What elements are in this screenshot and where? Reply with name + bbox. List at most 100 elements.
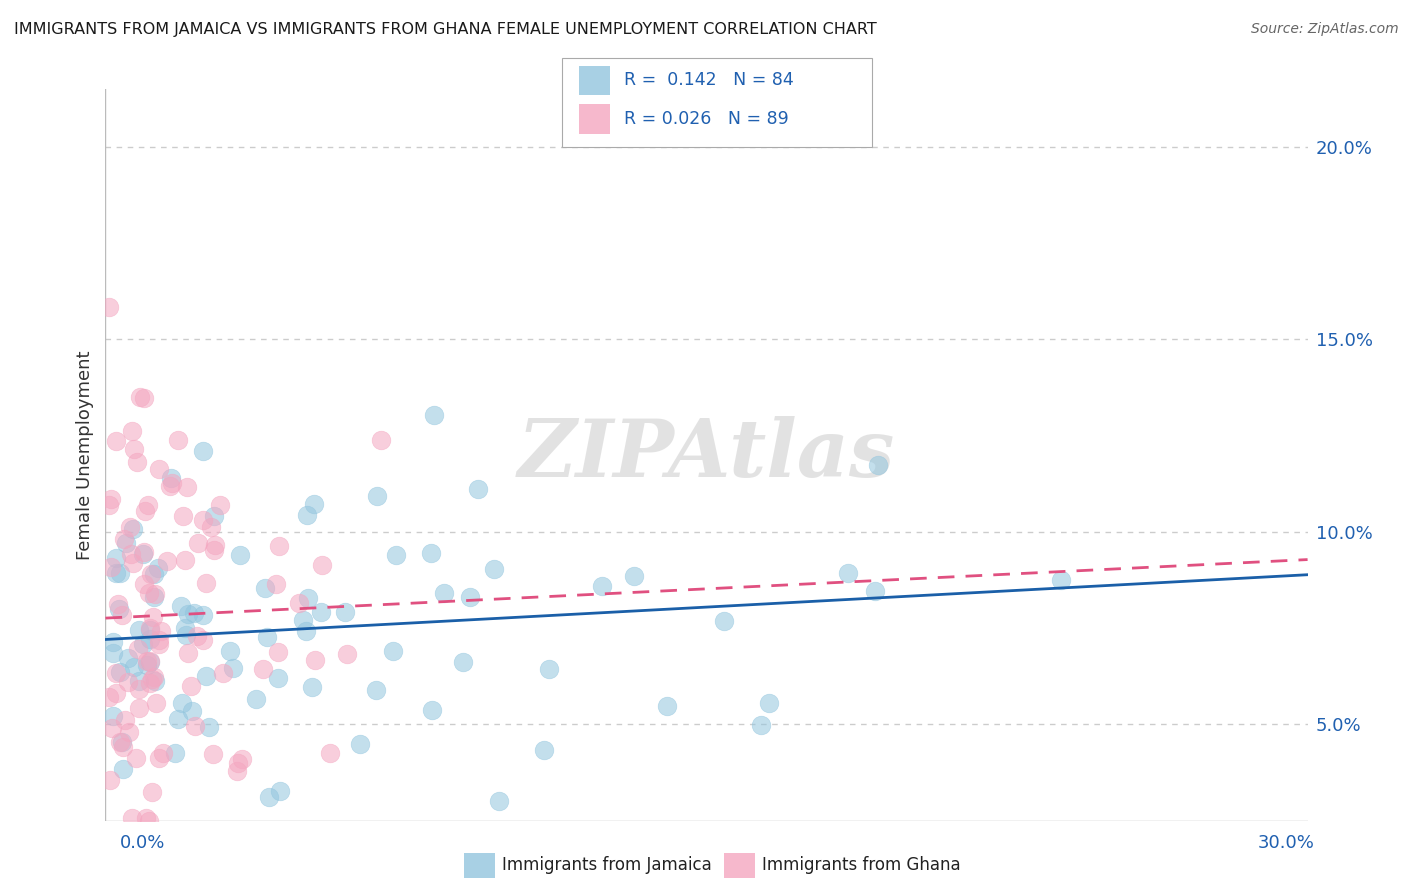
Point <box>349 737 371 751</box>
Point <box>225 764 247 779</box>
Point <box>204 537 226 551</box>
Point <box>863 584 886 599</box>
Point <box>121 556 143 570</box>
Point <box>145 696 167 710</box>
Point <box>191 632 214 647</box>
Point <box>177 646 200 660</box>
Point <box>384 548 406 562</box>
Point <box>111 739 134 754</box>
Point <box>139 656 162 670</box>
Point <box>366 488 388 502</box>
Point <box>103 709 125 723</box>
Point <box>311 558 333 573</box>
Point <box>148 751 170 765</box>
Point <box>222 661 245 675</box>
Point <box>212 665 235 680</box>
Point <box>187 535 209 549</box>
Point <box>100 492 122 507</box>
Point <box>98 498 121 512</box>
Point <box>209 498 232 512</box>
Point <box>112 532 135 546</box>
Point <box>103 635 125 649</box>
Point <box>104 685 127 699</box>
Point <box>139 676 162 690</box>
Point <box>201 747 224 761</box>
Point <box>121 424 143 438</box>
Point <box>167 433 190 447</box>
Point <box>121 811 143 825</box>
Point <box>118 725 141 739</box>
Point <box>266 576 288 591</box>
Point <box>139 632 162 647</box>
Point <box>142 567 165 582</box>
Point <box>176 480 198 494</box>
Point <box>301 680 323 694</box>
Point <box>104 551 127 566</box>
Point <box>267 539 290 553</box>
Point <box>458 591 481 605</box>
Point <box>259 790 281 805</box>
Point <box>537 662 560 676</box>
Point <box>420 703 443 717</box>
Point <box>127 641 149 656</box>
Point <box>104 666 127 681</box>
Point <box>160 476 183 491</box>
Point <box>177 607 200 621</box>
Point <box>181 704 204 718</box>
Point <box>125 751 148 765</box>
Point <box>125 455 148 469</box>
Point <box>136 498 159 512</box>
Point <box>186 629 208 643</box>
Text: Immigrants from Jamaica: Immigrants from Jamaica <box>502 856 711 874</box>
Point <box>200 520 222 534</box>
Point <box>866 458 889 472</box>
Point <box>117 675 139 690</box>
Point <box>107 597 129 611</box>
Point <box>159 479 181 493</box>
Point <box>167 712 190 726</box>
Point <box>111 735 134 749</box>
Point <box>110 665 132 679</box>
Text: R = 0.026   N = 89: R = 0.026 N = 89 <box>624 110 789 128</box>
Point <box>231 752 253 766</box>
Point <box>713 614 735 628</box>
Point <box>135 811 157 825</box>
Point <box>370 434 392 448</box>
Point <box>202 509 225 524</box>
Point <box>256 630 278 644</box>
Point <box>451 655 474 669</box>
Point <box>132 391 155 405</box>
Point <box>364 683 387 698</box>
Point <box>194 576 217 591</box>
Point <box>142 610 165 624</box>
Point <box>591 579 613 593</box>
Point <box>148 633 170 648</box>
Point <box>101 721 124 735</box>
Point <box>1049 573 1071 587</box>
Point <box>103 646 125 660</box>
Point <box>174 621 197 635</box>
Point <box>170 599 193 613</box>
Text: Immigrants from Ghana: Immigrants from Ghana <box>762 856 960 874</box>
Point <box>287 596 309 610</box>
Point <box>623 569 645 583</box>
Point <box>319 747 342 761</box>
Point <box>139 654 162 668</box>
Point <box>128 674 150 689</box>
Point <box>100 560 122 574</box>
Point <box>304 653 326 667</box>
Point <box>108 735 131 749</box>
Point <box>174 628 197 642</box>
Point <box>129 390 152 404</box>
Point <box>309 605 332 619</box>
Point <box>105 434 128 448</box>
Point <box>228 549 250 563</box>
Point <box>132 576 155 591</box>
Point <box>156 554 179 568</box>
Text: Source: ZipAtlas.com: Source: ZipAtlas.com <box>1251 22 1399 37</box>
Point <box>121 522 143 536</box>
Text: 30.0%: 30.0% <box>1258 834 1315 852</box>
Point <box>132 547 155 561</box>
Point <box>269 784 291 798</box>
Point <box>226 756 249 770</box>
